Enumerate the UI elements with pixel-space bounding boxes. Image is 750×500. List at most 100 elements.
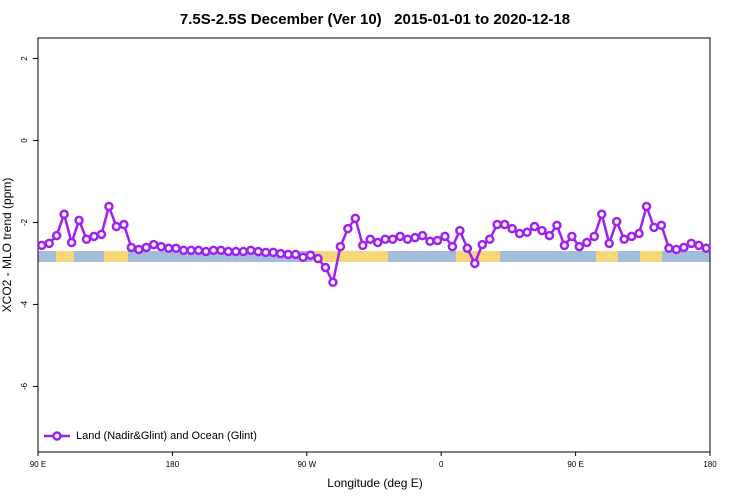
data-point bbox=[134, 244, 144, 255]
data-point bbox=[694, 240, 704, 251]
y-tick-label: -6 bbox=[20, 382, 29, 390]
data-point bbox=[402, 234, 413, 245]
data-point bbox=[350, 213, 361, 224]
data-point bbox=[522, 227, 532, 238]
data-point bbox=[81, 234, 92, 245]
y-tick-label: -2 bbox=[20, 218, 29, 226]
data-point bbox=[664, 243, 674, 254]
data-point bbox=[455, 225, 465, 236]
data-point bbox=[514, 228, 525, 239]
data-point bbox=[66, 237, 77, 248]
data-point bbox=[343, 223, 353, 234]
data-point bbox=[582, 237, 592, 248]
land-patch bbox=[56, 251, 74, 262]
data-point bbox=[201, 246, 211, 257]
data-point bbox=[671, 244, 682, 255]
y-tick-label: 2 bbox=[20, 56, 29, 61]
data-point bbox=[417, 230, 428, 241]
data-point bbox=[395, 231, 405, 242]
data-point bbox=[275, 248, 286, 259]
data-point bbox=[335, 241, 346, 252]
data-point bbox=[380, 234, 390, 245]
data-point bbox=[268, 247, 278, 258]
data-point bbox=[59, 209, 69, 220]
data-point bbox=[432, 235, 443, 246]
x-tick-label: 180 bbox=[166, 460, 180, 469]
data-point bbox=[36, 240, 47, 251]
land-patch bbox=[640, 251, 662, 262]
data-point bbox=[634, 228, 644, 239]
data-point bbox=[246, 245, 256, 256]
x-tick-label: 90 E bbox=[567, 460, 583, 469]
data-point bbox=[499, 219, 510, 230]
x-axis-label: Longitude (deg E) bbox=[327, 476, 422, 490]
data-point bbox=[216, 245, 226, 256]
data-point bbox=[626, 231, 637, 242]
data-point bbox=[126, 242, 137, 253]
data-point bbox=[141, 242, 152, 253]
data-point bbox=[649, 222, 659, 233]
data-point bbox=[507, 223, 517, 234]
data-point bbox=[74, 215, 84, 226]
data-point bbox=[611, 216, 622, 227]
data-point bbox=[104, 201, 114, 212]
data-point bbox=[619, 234, 629, 245]
data-point bbox=[186, 245, 196, 256]
data-point bbox=[529, 221, 540, 232]
data-point bbox=[163, 243, 174, 254]
data-point bbox=[559, 240, 570, 251]
data-point bbox=[372, 237, 383, 248]
data-point bbox=[440, 231, 450, 242]
data-point bbox=[589, 231, 600, 242]
data-point bbox=[596, 209, 607, 220]
data-point bbox=[447, 241, 458, 252]
data-point bbox=[148, 239, 159, 250]
data-point bbox=[253, 246, 264, 257]
data-point bbox=[260, 247, 271, 258]
x-tick-label: 90 W bbox=[297, 460, 316, 469]
y-axis-label: XCO2 - MLO trend (ppm) bbox=[0, 178, 14, 313]
data-point bbox=[641, 201, 652, 212]
data-point bbox=[223, 246, 234, 257]
y-tick-label: -4 bbox=[20, 300, 29, 308]
data-point bbox=[44, 238, 54, 249]
x-tick-label: 0 bbox=[439, 460, 444, 469]
data-point bbox=[544, 230, 555, 241]
data-point bbox=[425, 236, 435, 247]
data-point bbox=[51, 230, 62, 241]
data-point bbox=[89, 231, 99, 242]
data-point bbox=[320, 262, 331, 273]
land-patch bbox=[312, 251, 388, 262]
data-point bbox=[492, 219, 502, 230]
data-point bbox=[298, 252, 308, 263]
chart-title: 7.5S-2.5S December (Ver 10) 2015-01-01 t… bbox=[180, 11, 570, 28]
data-point bbox=[328, 277, 338, 288]
data-point bbox=[537, 225, 547, 236]
data-point bbox=[283, 249, 293, 260]
data-point bbox=[679, 242, 689, 253]
x-tick-label: 90 E bbox=[30, 460, 46, 469]
data-point bbox=[178, 245, 189, 256]
data-point bbox=[111, 221, 122, 232]
data-point bbox=[171, 243, 181, 254]
data-point bbox=[701, 243, 712, 254]
data-point bbox=[552, 220, 562, 231]
data-point bbox=[462, 243, 473, 254]
data-point bbox=[313, 253, 323, 264]
data-point bbox=[238, 246, 249, 257]
data-point bbox=[604, 238, 614, 249]
data-point bbox=[119, 219, 129, 230]
data-point bbox=[208, 245, 219, 256]
data-point bbox=[567, 231, 577, 242]
legend-label: Land (Nadir&Glint) and Ocean (Glint) bbox=[76, 430, 257, 442]
data-point bbox=[574, 241, 585, 252]
land-patch bbox=[104, 251, 128, 262]
data-point bbox=[358, 240, 368, 251]
data-point bbox=[290, 249, 301, 260]
data-point bbox=[387, 234, 398, 245]
data-point bbox=[477, 239, 488, 250]
x-tick-label: 180 bbox=[703, 460, 717, 469]
y-tick-label: 0 bbox=[20, 138, 29, 143]
data-point bbox=[193, 245, 204, 256]
